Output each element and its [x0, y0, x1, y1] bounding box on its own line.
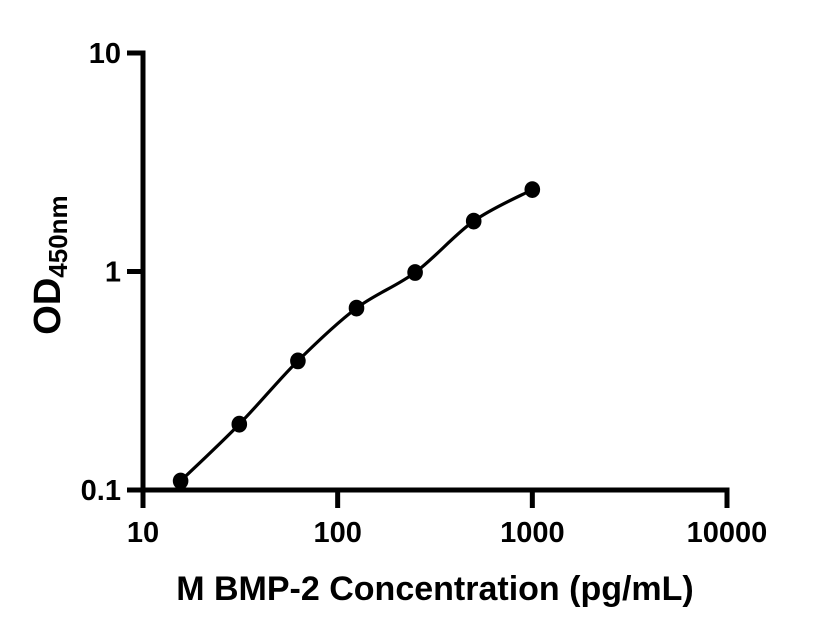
y-axis-label: OD450nm — [27, 195, 73, 334]
data-point — [172, 472, 189, 490]
x-tick-label: 1000 — [500, 517, 565, 549]
series-group — [172, 181, 541, 490]
data-point — [290, 352, 306, 370]
data-point — [407, 264, 423, 281]
axes-group: 10 100 1000 10000 0.1 1 10 — [81, 38, 768, 549]
x-axis-label: M BMP-2 Concentration (pg/mL) — [176, 570, 694, 608]
y-tick-label: 10 — [89, 38, 121, 70]
y-axis-label-main: OD — [27, 278, 69, 335]
x-tick-label: 10 — [127, 517, 159, 549]
x-tick-label: 100 — [313, 517, 361, 549]
data-point — [524, 181, 541, 199]
y-tick-label: 1 — [105, 257, 121, 289]
y-tick-label: 0.1 — [81, 475, 121, 507]
data-point — [231, 415, 248, 433]
data-point — [348, 299, 365, 317]
x-tick-label: 10000 — [687, 517, 768, 549]
standard-curve-line — [179, 188, 534, 483]
data-point — [465, 212, 482, 230]
y-axis-label-subscript: 450nm — [43, 195, 73, 277]
